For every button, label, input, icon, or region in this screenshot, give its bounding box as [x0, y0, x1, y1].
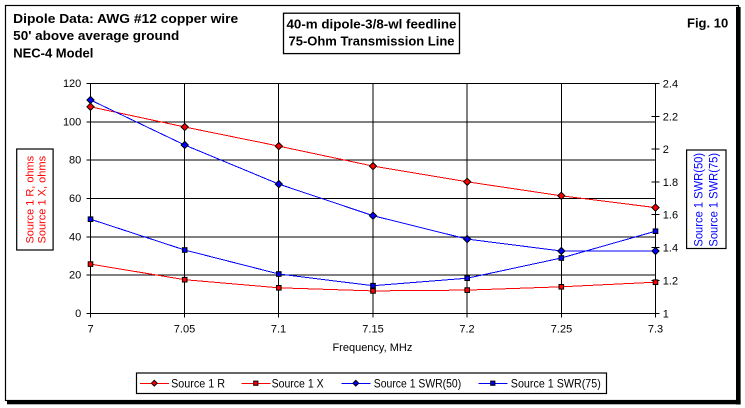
svg-text:2.4: 2.4	[663, 79, 678, 91]
svg-text:1.4: 1.4	[663, 243, 678, 255]
svg-text:7.15: 7.15	[362, 324, 383, 336]
svg-text:2: 2	[663, 144, 669, 156]
svg-text:Frequency, MHz: Frequency, MHz	[332, 342, 412, 354]
svg-text:80: 80	[69, 155, 81, 167]
svg-text:7.05: 7.05	[174, 324, 195, 336]
svg-text:7.1: 7.1	[271, 324, 286, 336]
svg-text:7.25: 7.25	[551, 324, 572, 336]
svg-text:120: 120	[63, 78, 81, 90]
svg-text:Source 1 R, ohms: Source 1 R, ohms	[25, 155, 37, 243]
svg-text:0: 0	[75, 308, 81, 320]
svg-text:7.2: 7.2	[459, 324, 474, 336]
svg-text:Source 1 X: Source 1 X	[272, 376, 324, 390]
svg-text:7.3: 7.3	[648, 324, 663, 336]
svg-text:40: 40	[69, 231, 81, 243]
svg-text:Source 1 X, ohms: Source 1 X, ohms	[37, 155, 49, 243]
svg-text:1.6: 1.6	[663, 210, 678, 222]
svg-text:Source 1 SWR(50): Source 1 SWR(50)	[693, 153, 705, 247]
svg-text:Source 1 SWR(50): Source 1 SWR(50)	[374, 376, 461, 390]
svg-text:100: 100	[63, 116, 81, 128]
svg-text:7: 7	[87, 324, 93, 336]
svg-text:60: 60	[69, 193, 81, 205]
svg-text:Dipole Data: AWG #12 copper w: Dipole Data: AWG #12 copper wire	[13, 11, 238, 26]
svg-text:40-m dipole-3/8-wl feedline: 40-m dipole-3/8-wl feedline	[287, 17, 457, 32]
svg-text:1.8: 1.8	[663, 177, 678, 189]
svg-text:1: 1	[663, 309, 669, 321]
svg-text:Source 1 SWR(75): Source 1 SWR(75)	[511, 376, 601, 390]
svg-text:50' above average ground: 50' above average ground	[13, 28, 179, 43]
svg-text:2.2: 2.2	[663, 111, 678, 123]
svg-text:20: 20	[69, 270, 81, 282]
svg-text:Source 1 R: Source 1 R	[171, 376, 225, 390]
svg-text:75-Ohm Transmission Line: 75-Ohm Transmission Line	[289, 34, 455, 49]
svg-text:Fig. 10: Fig. 10	[687, 15, 728, 30]
svg-text:Source 1 SWR(75): Source 1 SWR(75)	[709, 153, 721, 247]
svg-text:NEC-4 Model: NEC-4 Model	[13, 45, 93, 60]
svg-text:1.2: 1.2	[663, 275, 678, 287]
